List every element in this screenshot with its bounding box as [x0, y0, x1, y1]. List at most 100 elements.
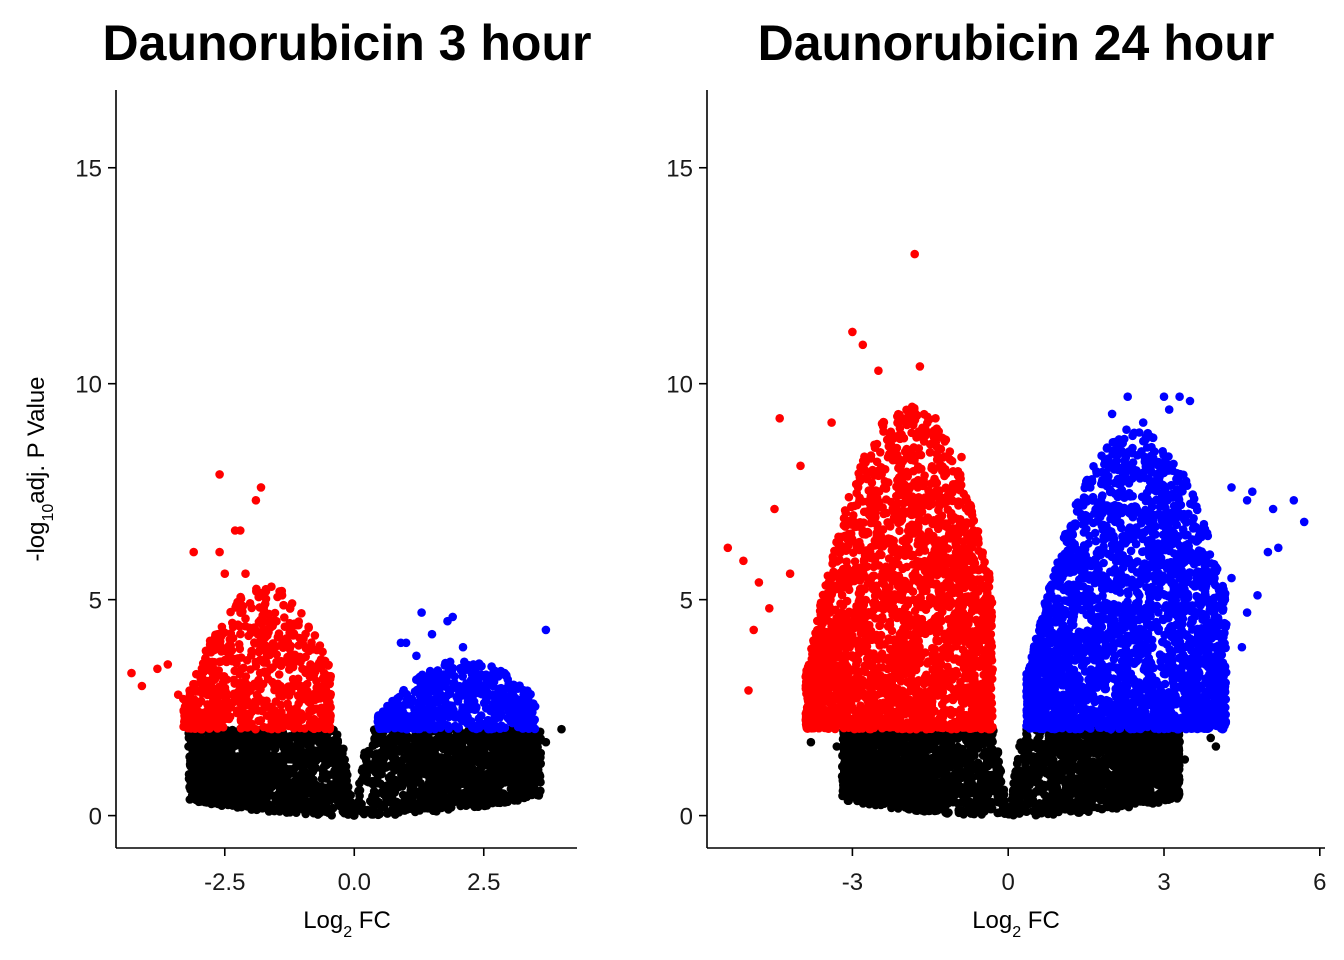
point-not-significant: [318, 770, 328, 779]
point-not-significant: [257, 791, 267, 801]
point-not-significant: [481, 770, 491, 779]
point-not-significant: [520, 768, 530, 777]
point-not-significant: [557, 724, 566, 734]
point-up-regulated: [497, 710, 506, 719]
point-up-regulated: [433, 688, 443, 698]
point-down-regulated: [184, 716, 193, 725]
point-down-regulated: [220, 569, 230, 578]
point-not-significant: [301, 809, 311, 819]
point-down-regulated: [219, 715, 228, 724]
point-not-significant: [375, 754, 384, 763]
point-down-regulated: [239, 663, 248, 673]
point-down-regulated: [283, 699, 292, 708]
point-not-significant: [457, 796, 467, 806]
point-down-regulated: [230, 666, 239, 676]
point-down-regulated: [249, 623, 259, 632]
point-not-significant: [483, 741, 493, 751]
point-down-regulated: [308, 666, 318, 675]
point-down-regulated: [196, 696, 206, 706]
point-not-significant: [403, 747, 413, 757]
point-down-regulated: [236, 629, 245, 639]
point-down-regulated: [236, 678, 246, 687]
point-down-regulated: [262, 711, 272, 720]
point-not-significant: [431, 766, 440, 776]
point-down-regulated: [203, 690, 212, 700]
point-not-significant: [356, 806, 366, 815]
point-up-regulated: [412, 651, 421, 661]
point-not-significant: [332, 773, 341, 783]
point-up-regulated: [424, 678, 433, 688]
point-not-significant: [412, 762, 422, 771]
point-not-significant: [426, 800, 435, 810]
point-up-regulated: [500, 668, 509, 678]
point-up-regulated: [382, 721, 392, 730]
point-up-regulated: [474, 686, 483, 695]
point-up-regulated: [395, 705, 404, 715]
point-not-significant: [513, 750, 522, 760]
point-not-significant: [223, 752, 232, 762]
point-up-regulated: [505, 703, 514, 712]
point-down-regulated: [310, 695, 320, 705]
point-not-significant: [296, 731, 305, 740]
point-down-regulated: [260, 656, 269, 666]
point-down-regulated: [251, 724, 260, 734]
point-down-regulated: [244, 631, 253, 641]
point-down-regulated: [229, 689, 239, 699]
point-not-significant: [416, 779, 426, 788]
points-layer: [127, 470, 566, 820]
point-down-regulated: [236, 592, 245, 602]
point-not-significant: [294, 791, 304, 801]
point-down-regulated: [228, 656, 237, 666]
point-not-significant: [370, 736, 380, 745]
point-not-significant: [494, 795, 503, 804]
point-not-significant: [519, 788, 528, 797]
point-up-regulated: [455, 692, 464, 701]
point-up-regulated: [444, 712, 454, 722]
y-tick-label: 10: [75, 372, 102, 399]
point-not-significant: [484, 751, 494, 761]
point-down-regulated: [312, 704, 322, 713]
point-not-significant: [494, 747, 503, 757]
point-up-regulated: [520, 698, 530, 708]
point-down-regulated: [293, 674, 303, 684]
point-down-regulated: [286, 641, 296, 651]
point-not-significant: [456, 739, 465, 748]
point-not-significant: [325, 791, 335, 801]
point-down-regulated: [270, 713, 279, 723]
point-not-significant: [190, 748, 200, 757]
point-up-regulated: [463, 705, 472, 714]
point-not-significant: [205, 797, 215, 807]
point-not-significant: [237, 781, 247, 790]
point-not-significant: [247, 805, 256, 814]
point-down-regulated: [236, 526, 245, 535]
point-up-regulated: [492, 690, 501, 700]
point-up-regulated: [401, 638, 411, 648]
chart-title: Daunorubicin 3 hour: [103, 15, 592, 71]
point-not-significant: [185, 773, 195, 782]
point-not-significant: [359, 751, 369, 761]
point-down-regulated: [189, 547, 198, 557]
point-down-regulated: [256, 483, 266, 492]
point-down-regulated: [321, 724, 330, 734]
y-tick-label: 5: [89, 588, 102, 615]
point-not-significant: [304, 738, 313, 747]
point-up-regulated: [445, 701, 455, 710]
point-not-significant: [460, 774, 470, 783]
point-not-significant: [493, 758, 503, 768]
point-not-significant: [221, 732, 231, 741]
x-tick-label: -2.5: [204, 869, 245, 896]
point-down-regulated: [208, 657, 217, 667]
point-up-regulated: [430, 724, 440, 734]
point-not-significant: [312, 782, 321, 791]
point-down-regulated: [199, 716, 208, 726]
point-not-significant: [506, 736, 515, 746]
point-not-significant: [189, 733, 198, 743]
point-not-significant: [346, 805, 355, 815]
point-not-significant: [295, 782, 304, 792]
point-down-regulated: [213, 643, 222, 652]
point-down-regulated: [277, 586, 287, 596]
point-not-significant: [307, 801, 316, 810]
point-up-regulated: [489, 677, 499, 686]
